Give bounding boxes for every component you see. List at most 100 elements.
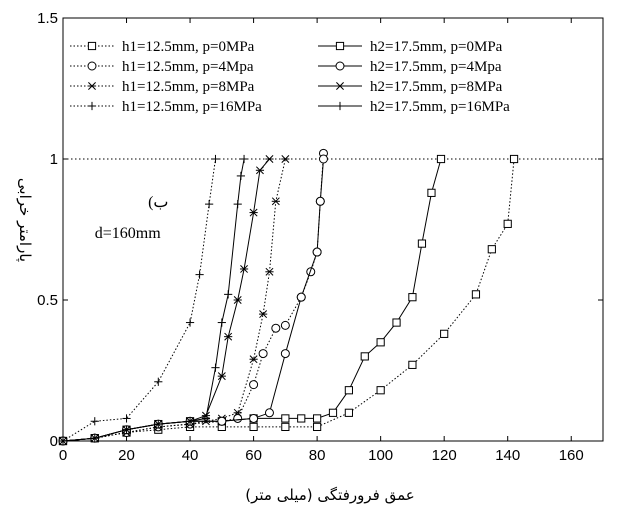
data-point xyxy=(201,414,211,423)
data-point xyxy=(58,436,68,446)
legend-item: h1=12.5mm, p=0MPa xyxy=(70,39,255,55)
data-point xyxy=(195,270,204,279)
y-axis-title: پارامتر خرابی xyxy=(15,178,34,262)
legend-marker xyxy=(335,61,345,71)
data-point xyxy=(233,296,242,304)
legend-item: h1=12.5mm, p=8MPa xyxy=(70,79,255,95)
series-line xyxy=(62,158,216,442)
data-point xyxy=(392,318,401,327)
legend-item: h1=12.5mm, p=16MPa xyxy=(70,99,262,115)
data-point xyxy=(249,208,258,217)
data-point xyxy=(440,329,449,338)
data-point xyxy=(255,166,265,175)
data-point xyxy=(271,197,280,206)
data-point xyxy=(154,377,163,386)
data-point xyxy=(297,414,306,423)
annotation-diameter: d=160mm xyxy=(95,225,161,242)
data-point xyxy=(408,360,417,369)
legend-label: h2=17.5mm, p=8MPa xyxy=(370,79,503,95)
x-tick-label: 60 xyxy=(245,447,262,464)
data-point xyxy=(217,416,227,426)
data-point xyxy=(90,417,99,426)
data-point xyxy=(344,386,353,395)
data-point xyxy=(281,155,290,163)
legend-label: h2=17.5mm, p=4Mpa xyxy=(370,59,502,75)
x-tick-label: 20 xyxy=(118,447,135,464)
data-point xyxy=(211,154,220,164)
annotation-label: ب) xyxy=(148,194,168,211)
legend-marker xyxy=(335,101,345,111)
series-4 xyxy=(58,154,220,446)
data-point xyxy=(185,417,195,426)
legend-marker xyxy=(87,41,97,51)
data-point xyxy=(239,154,249,164)
data-point xyxy=(185,318,195,327)
data-point xyxy=(306,267,316,277)
data-point xyxy=(376,386,385,395)
legend-label: h1=12.5mm, p=0MPa xyxy=(122,39,255,55)
data-point xyxy=(249,422,258,431)
legend-item: h2=17.5mm, p=16MPa xyxy=(318,99,510,115)
data-point xyxy=(239,265,249,273)
data-point xyxy=(509,154,519,164)
data-point xyxy=(224,290,233,299)
data-point xyxy=(122,425,131,434)
x-tick-label: 120 xyxy=(432,447,457,464)
data-point xyxy=(313,422,322,431)
data-point xyxy=(258,349,268,359)
legend: h1=12.5mm, p=0MPa h1=12.5mm, p=4Mpa h1=12.… xyxy=(70,39,510,115)
data-point xyxy=(236,171,245,181)
x-tick-label: 0 xyxy=(59,447,67,464)
series-8 xyxy=(58,154,249,446)
data-point xyxy=(249,413,259,423)
legend-item: h2=17.5mm, p=4Mpa xyxy=(318,59,502,75)
x-tick-label: 100 xyxy=(368,447,393,464)
y-tick-label: 0.5 xyxy=(37,292,58,309)
legend-item: h2=17.5mm, p=8MPa xyxy=(318,79,503,95)
data-point xyxy=(233,200,242,209)
legend-marker xyxy=(87,101,97,111)
y-tick-label: 1.5 xyxy=(37,10,58,27)
data-point xyxy=(296,292,306,302)
data-point xyxy=(436,154,446,164)
data-point xyxy=(313,414,322,423)
data-point xyxy=(264,408,274,418)
data-point xyxy=(427,188,436,197)
x-tick-label: 140 xyxy=(495,447,520,464)
data-point xyxy=(122,414,131,423)
data-point xyxy=(249,355,258,364)
data-point xyxy=(205,200,214,209)
data-point xyxy=(259,310,268,319)
series-layer xyxy=(58,148,519,446)
data-point xyxy=(217,372,226,381)
data-point xyxy=(265,155,274,163)
y-tick-label: 0 xyxy=(50,433,58,450)
data-point xyxy=(217,318,226,327)
axis-ticks: 0 20 40 60 80 100 120 140 160 0 0.5 1 1.5 xyxy=(37,10,603,464)
data-point xyxy=(154,419,163,429)
data-point xyxy=(224,332,233,341)
y-tick-label: 1 xyxy=(50,151,58,168)
legend-item: h1=12.5mm, p=4Mpa xyxy=(70,59,254,75)
legend-label: h1=12.5mm, p=8MPa xyxy=(122,79,255,95)
legend-marker xyxy=(87,61,97,71)
x-tick-label: 160 xyxy=(559,447,584,464)
plot-area xyxy=(62,17,604,442)
data-point xyxy=(211,363,220,372)
legend-marker xyxy=(335,82,345,90)
data-point xyxy=(233,408,242,417)
series-line xyxy=(62,158,515,442)
x-tick-label: 80 xyxy=(309,447,326,464)
data-point xyxy=(90,434,99,443)
data-point xyxy=(265,267,274,276)
data-point xyxy=(487,245,496,254)
data-point xyxy=(503,219,512,228)
data-point xyxy=(328,408,338,417)
data-point xyxy=(312,247,322,257)
legend-marker xyxy=(335,41,345,51)
data-point xyxy=(344,408,353,417)
x-tick-label: 40 xyxy=(182,447,199,464)
data-point xyxy=(280,349,290,359)
data-point xyxy=(417,239,427,248)
